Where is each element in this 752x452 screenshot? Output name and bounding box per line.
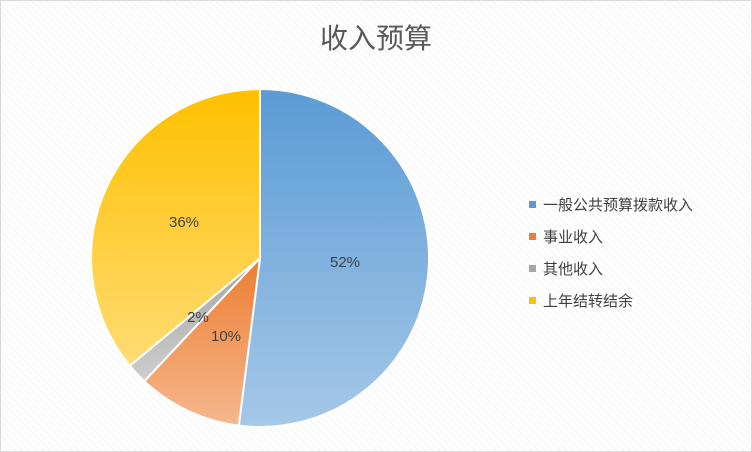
legend-label: 上年结转结余 — [543, 291, 634, 310]
slice-data-label: 36% — [169, 214, 199, 231]
legend-label: 一般公共预算拨款收入 — [543, 195, 694, 214]
legend-swatch — [529, 264, 536, 272]
legend-item: 上年结转结余 — [529, 284, 693, 316]
legend-swatch — [529, 296, 536, 304]
pie-slice — [89, 87, 261, 368]
legend-swatch — [529, 200, 536, 208]
legend-item: 一般公共预算拨款收入 — [529, 188, 693, 220]
slice-data-label: 2% — [187, 309, 209, 326]
slice-data-label: 52% — [330, 254, 360, 271]
legend: 一般公共预算拨款收入 事业收入其他收入上年结转结余 — [529, 188, 693, 316]
chart-title: 收入预算 — [319, 22, 432, 55]
legend-label: 其他收入 — [543, 259, 604, 278]
legend-swatch — [529, 232, 536, 240]
legend-label: 事业收入 — [543, 227, 604, 246]
legend-item: 其他收入 — [529, 252, 693, 284]
pie-slice — [237, 87, 430, 428]
pie-slice — [142, 255, 262, 427]
legend-item: 事业收入 — [529, 220, 693, 252]
slice-data-label: 10% — [211, 328, 241, 345]
